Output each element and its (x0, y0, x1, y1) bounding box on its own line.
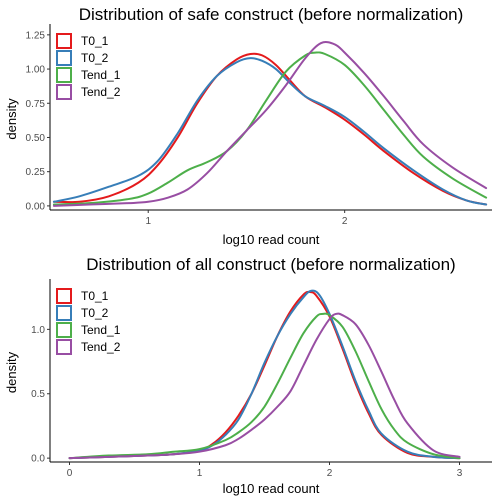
legend-key (56, 288, 72, 304)
legend-label: Tend_1 (81, 323, 121, 337)
chart-panel-2: Distribution of all construct (before no… (4, 255, 492, 496)
x-tick-label: 1 (145, 216, 151, 227)
legend-label: Tend_1 (81, 68, 121, 82)
legend-key (56, 67, 72, 83)
y-tick-label: 0.75 (26, 99, 46, 110)
chart-title: Distribution of safe construct (before n… (79, 5, 464, 24)
x-axis-title: log10 read count (223, 481, 320, 496)
y-tick-label: 1.0 (31, 325, 45, 336)
chart-title: Distribution of all construct (before no… (86, 255, 455, 274)
y-tick-label: 0.5 (31, 389, 45, 400)
series-line-tend-2 (52, 41, 488, 207)
x-tick-label: 3 (457, 468, 463, 479)
chart-panel-1: Distribution of safe construct (before n… (4, 5, 492, 247)
series-line-t0-1 (52, 52, 488, 206)
series-line-tend-1 (68, 312, 461, 460)
y-tick-label: 0.25 (26, 167, 46, 178)
legend-key (56, 84, 72, 100)
legend-key (56, 339, 72, 355)
legend-key (56, 305, 72, 321)
x-axis-title: log10 read count (223, 232, 320, 247)
y-tick-label: 0.0 (31, 454, 45, 465)
x-tick-label: 2 (342, 216, 348, 227)
x-tick-label: 1 (197, 468, 203, 479)
legend-label: T0_1 (81, 34, 109, 48)
legend-label: T0_1 (81, 289, 109, 303)
series-line-tend-2 (68, 312, 461, 460)
legend-key (56, 33, 72, 49)
y-tick-label: 0.50 (26, 133, 46, 144)
series-line-tend-1 (52, 51, 488, 206)
y-axis-title: density (4, 351, 19, 393)
legend-label: T0_2 (81, 51, 109, 65)
legend-key (56, 50, 72, 66)
legend-label: Tend_2 (81, 340, 121, 354)
y-axis-title: density (4, 98, 19, 140)
y-tick-label: 0.00 (26, 201, 46, 212)
x-tick-label: 2 (327, 468, 333, 479)
legend-label: Tend_2 (81, 85, 121, 99)
series-line-t0-2 (52, 57, 488, 206)
y-tick-label: 1.00 (26, 65, 46, 76)
y-tick-label: 1.25 (26, 30, 46, 41)
legend-key (56, 322, 72, 338)
legend-label: T0_2 (81, 306, 109, 320)
x-tick-label: 0 (67, 468, 73, 479)
